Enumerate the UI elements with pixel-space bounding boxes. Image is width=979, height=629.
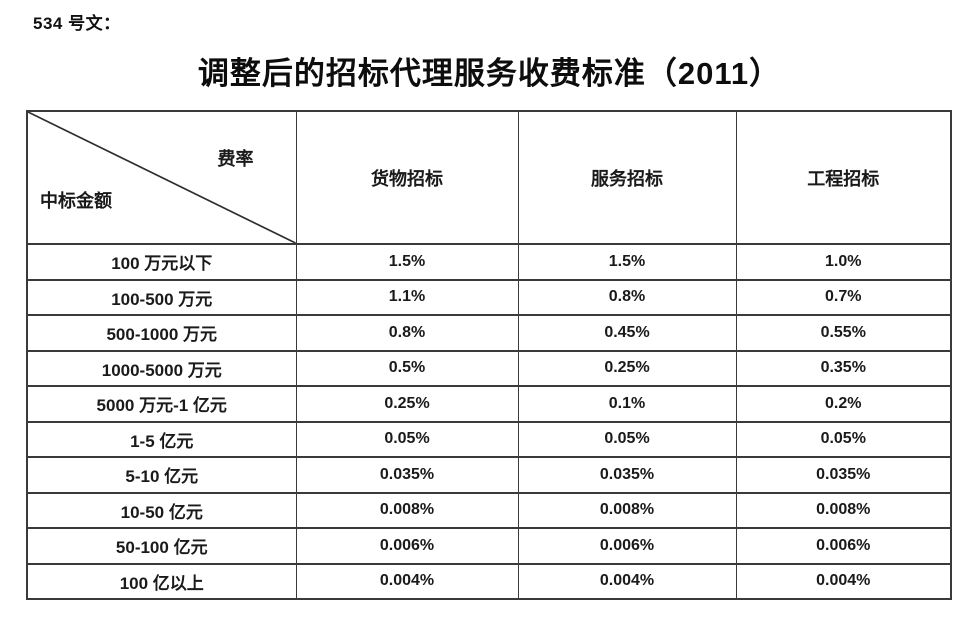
row-label: 5000 万元-1 亿元 bbox=[26, 385, 297, 423]
corner-label-amount: 中标金额 bbox=[40, 191, 112, 211]
fee-cell: 0.006% bbox=[295, 527, 519, 565]
table-row: 1-5 亿元 0.05% 0.05% 0.05% bbox=[26, 421, 952, 458]
doc-number-label: 534 号文： bbox=[33, 14, 121, 33]
fee-cell: 1.0% bbox=[735, 243, 952, 281]
column-header-engineering: 工程招标 bbox=[735, 110, 952, 245]
table-corner-cell: 费率 中标金额 bbox=[26, 110, 297, 245]
table-row: 1000-5000 万元 0.5% 0.25% 0.35% bbox=[26, 350, 952, 387]
fee-cell: 0.25% bbox=[295, 385, 519, 423]
row-label: 1000-5000 万元 bbox=[26, 350, 297, 387]
fee-cell: 0.25% bbox=[517, 350, 737, 387]
fee-cell: 1.1% bbox=[295, 279, 519, 316]
table-row: 500-1000 万元 0.8% 0.45% 0.55% bbox=[26, 314, 952, 352]
fee-cell: 0.7% bbox=[735, 279, 952, 316]
fee-cell: 0.008% bbox=[295, 492, 519, 529]
row-label: 500-1000 万元 bbox=[26, 314, 297, 352]
fee-cell: 0.035% bbox=[517, 456, 737, 494]
row-label: 1-5 亿元 bbox=[26, 421, 297, 458]
fee-cell: 0.45% bbox=[517, 314, 737, 352]
table-row: 5-10 亿元 0.035% 0.035% 0.035% bbox=[26, 456, 952, 494]
fee-cell: 0.05% bbox=[735, 421, 952, 458]
row-label: 100 万元以下 bbox=[26, 243, 297, 281]
fee-cell: 0.35% bbox=[735, 350, 952, 387]
fee-cell: 0.008% bbox=[517, 492, 737, 529]
table-row: 100-500 万元 1.1% 0.8% 0.7% bbox=[26, 279, 952, 316]
table-header-row: 费率 中标金额 货物招标 服务招标 工程招标 bbox=[26, 110, 952, 245]
diagonal-line bbox=[28, 112, 295, 242]
fee-cell: 1.5% bbox=[295, 243, 519, 281]
table-row: 100 亿以上 0.004% 0.004% 0.004% bbox=[26, 563, 952, 600]
fee-cell: 0.1% bbox=[517, 385, 737, 423]
fee-cell: 0.55% bbox=[735, 314, 952, 352]
fee-cell: 0.004% bbox=[517, 563, 737, 600]
column-header-goods: 货物招标 bbox=[295, 110, 519, 245]
fee-cell: 0.8% bbox=[295, 314, 519, 352]
corner-label-rate: 费率 bbox=[217, 149, 254, 169]
row-label: 50-100 亿元 bbox=[26, 527, 297, 565]
fee-cell: 0.05% bbox=[295, 421, 519, 458]
fee-table: 费率 中标金额 货物招标 服务招标 工程招标 100 万元以下 1.5% 1.5… bbox=[26, 110, 952, 600]
fee-cell: 0.05% bbox=[517, 421, 737, 458]
row-label: 5-10 亿元 bbox=[26, 456, 297, 494]
row-label: 10-50 亿元 bbox=[26, 492, 297, 529]
fee-cell: 0.004% bbox=[735, 563, 952, 600]
fee-cell: 0.004% bbox=[295, 563, 519, 600]
column-header-services: 服务招标 bbox=[517, 110, 737, 245]
fee-cell: 0.035% bbox=[295, 456, 519, 494]
fee-cell: 0.006% bbox=[735, 527, 952, 565]
fee-cell: 0.006% bbox=[517, 527, 737, 565]
table-row: 5000 万元-1 亿元 0.25% 0.1% 0.2% bbox=[26, 385, 952, 423]
fee-cell: 0.2% bbox=[735, 385, 952, 423]
fee-cell: 0.008% bbox=[735, 492, 952, 529]
fee-cell: 0.5% bbox=[295, 350, 519, 387]
fee-cell: 0.035% bbox=[735, 456, 952, 494]
table-row: 100 万元以下 1.5% 1.5% 1.0% bbox=[26, 243, 952, 281]
table-row: 10-50 亿元 0.008% 0.008% 0.008% bbox=[26, 492, 952, 529]
row-label: 100 亿以上 bbox=[26, 563, 297, 600]
page-title: 调整后的招标代理服务收费标准（2011） bbox=[197, 56, 782, 91]
table-row: 50-100 亿元 0.006% 0.006% 0.006% bbox=[26, 527, 952, 565]
row-label: 100-500 万元 bbox=[26, 279, 297, 316]
fee-cell: 0.8% bbox=[517, 279, 737, 316]
fee-cell: 1.5% bbox=[517, 243, 737, 281]
